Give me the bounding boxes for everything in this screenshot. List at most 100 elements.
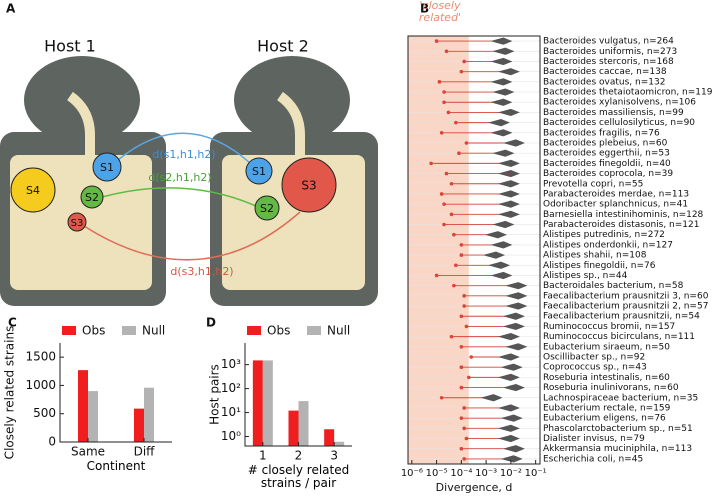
category-label: Odoribacter splanchnicus, n=41: [543, 200, 688, 210]
x-axis-label: # closely related strains / pair: [247, 464, 350, 490]
violin: [492, 220, 515, 229]
category-label: Escherichia coli, n=45: [543, 454, 643, 464]
strain: [80, 185, 104, 209]
x-tick-label: 10⁻⁵: [426, 468, 448, 479]
violin: [488, 119, 511, 127]
strain: [10, 167, 56, 213]
category-label: Akkermansia muciniphila, n=113: [543, 444, 692, 454]
category-label: Prevotella copri, n=55: [543, 179, 643, 189]
panel-label: D: [206, 316, 216, 330]
min-dot: [459, 446, 464, 451]
x-tick-label: 10⁻³: [475, 468, 497, 479]
category-label: Parabacteroides distasonis, n=121: [543, 220, 700, 230]
violin: [488, 261, 511, 269]
distance-label: d(s3,h1,h2): [170, 265, 233, 278]
strain-label: S2: [260, 202, 274, 215]
violin: [502, 322, 525, 331]
violin: [497, 159, 520, 167]
category-label: Bacteroides ovatus, n=132: [543, 77, 665, 87]
esophagus: [66, 91, 95, 158]
min-dot: [467, 375, 471, 380]
x-tick-label: 3: [330, 449, 338, 463]
violin: [502, 445, 525, 453]
violin: [500, 414, 523, 422]
min-dot: [449, 334, 454, 339]
min-dot: [459, 314, 464, 319]
category-label: Eubacterium eligens, n=76: [543, 414, 666, 424]
min-dot: [454, 120, 458, 125]
x-axis-label: Continent: [86, 460, 146, 473]
min-dot: [459, 416, 464, 420]
legend-swatch: [247, 326, 261, 335]
min-dot: [444, 49, 449, 54]
bar: [144, 387, 154, 442]
y-tick-label: 0: [48, 435, 56, 449]
x-tick-label: Diff: [134, 445, 156, 459]
min-dot: [442, 202, 446, 206]
category-label: Faecalibacterium prausnitzii 3, n=60: [543, 291, 709, 301]
category-label: Bacteroidales bacterium, n=58: [543, 281, 684, 291]
violin: [480, 394, 503, 402]
legend-swatch: [122, 326, 136, 335]
y-tick-label: 500: [33, 406, 56, 420]
min-dot: [459, 253, 464, 257]
violin: [490, 37, 513, 45]
bar: [78, 370, 88, 442]
bar: [262, 360, 273, 446]
min-dot: [429, 161, 433, 166]
violin: [505, 282, 528, 290]
strain: [245, 157, 273, 185]
violin: [497, 169, 520, 178]
violin: [484, 231, 507, 239]
category-label: Alistipes shahii, n=108: [543, 251, 647, 261]
y-tick-label: 10²: [221, 381, 241, 395]
link: [117, 132, 251, 164]
category-label: Lachnospiraceae bacterium, n=35: [543, 393, 698, 403]
min-dot: [442, 222, 446, 227]
legend-label: Obs: [267, 324, 290, 338]
bar: [288, 410, 299, 446]
min-dot: [439, 192, 444, 196]
violin: [497, 200, 520, 208]
min-dot: [459, 69, 464, 74]
esophagus: [276, 91, 305, 158]
strain-label: S1: [100, 161, 114, 174]
violin: [497, 434, 520, 443]
panel-label: A: [6, 2, 16, 16]
min-dot: [449, 181, 454, 186]
x-tick-label: 10⁻²: [500, 468, 522, 479]
min-dot: [452, 232, 456, 237]
legend-label: Obs: [82, 324, 105, 338]
link: [101, 187, 257, 207]
category-label: Alistipes putredinis, n=272: [543, 230, 665, 240]
violin: [502, 383, 525, 392]
x-tick-label: Same: [71, 445, 105, 459]
shade: [408, 36, 469, 464]
violin: [490, 98, 513, 106]
min-dot: [434, 273, 439, 278]
legend-label: Null: [327, 324, 350, 338]
min-dot: [449, 212, 454, 217]
category-label: Bacteroides xylanisolvens, n=106: [543, 98, 696, 108]
host-label: Host 1: [44, 37, 96, 56]
panel-a: A Host 1 Host 2 d(s1,h1,h2) d(s2,h1,h2) …: [0, 2, 378, 306]
category-label: Bacteroides eggerthii, n=53: [543, 149, 670, 159]
violin: [500, 363, 523, 371]
category-label: Phascolarctobacterium sp., n=51: [543, 424, 693, 434]
category-label: Bacteroides thetaiotaomicron, n=119: [543, 88, 713, 98]
violin: [497, 68, 520, 76]
min-dot: [434, 39, 439, 43]
violin: [497, 353, 520, 361]
min-dot: [459, 243, 464, 247]
strain-label: S3: [71, 218, 84, 229]
category-label: Bacteroides finegoldii, n=40: [543, 159, 671, 169]
min-dot: [444, 171, 449, 176]
strain-label: S4: [26, 184, 40, 197]
x-axis-label-box: Continent: [86, 460, 146, 473]
min-dot: [462, 406, 466, 410]
category-label: Dialister invisus, n=79: [543, 434, 645, 444]
violin: [497, 373, 520, 381]
violin: [492, 47, 515, 55]
violin: [497, 190, 520, 198]
